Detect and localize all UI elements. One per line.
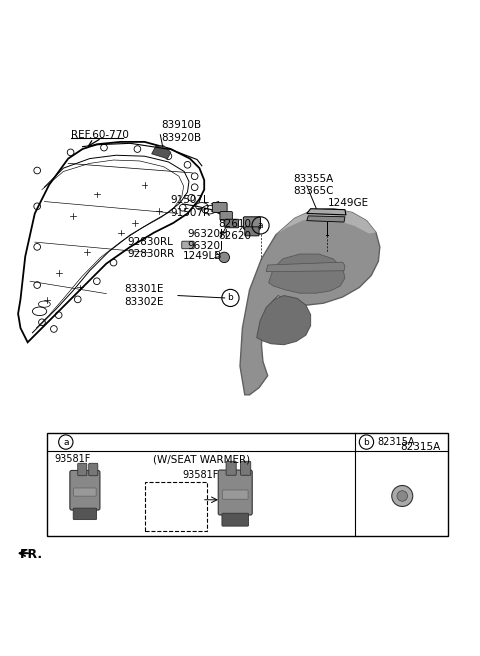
Bar <box>47 433 447 535</box>
Polygon shape <box>307 209 346 215</box>
Polygon shape <box>240 209 380 395</box>
Text: 96320H
96320J: 96320H 96320J <box>188 228 228 251</box>
FancyBboxPatch shape <box>78 463 87 476</box>
FancyBboxPatch shape <box>73 508 96 520</box>
Text: 1249GE: 1249GE <box>328 198 370 208</box>
Text: (W/SEAT WARMER): (W/SEAT WARMER) <box>153 454 250 464</box>
Text: a: a <box>258 221 263 230</box>
Bar <box>144 482 206 531</box>
Text: REF.60-770: REF.60-770 <box>71 130 129 140</box>
Text: 83355A
83365C: 83355A 83365C <box>293 174 334 196</box>
Text: b: b <box>228 293 233 302</box>
Text: 93581F: 93581F <box>55 454 91 464</box>
FancyBboxPatch shape <box>220 211 232 220</box>
FancyBboxPatch shape <box>222 490 248 499</box>
Text: 1249LB: 1249LB <box>183 251 222 262</box>
FancyBboxPatch shape <box>225 219 239 228</box>
Polygon shape <box>266 262 345 272</box>
Text: 82315A: 82315A <box>377 437 415 447</box>
FancyBboxPatch shape <box>182 241 194 249</box>
FancyBboxPatch shape <box>218 470 252 515</box>
FancyBboxPatch shape <box>89 463 98 476</box>
FancyBboxPatch shape <box>70 470 100 510</box>
Text: 91507L
91507R: 91507L 91507R <box>171 195 211 218</box>
Text: 92830RL
92830RR: 92830RL 92830RR <box>128 237 175 259</box>
Text: 82315A: 82315A <box>400 442 440 452</box>
Polygon shape <box>257 296 311 344</box>
Polygon shape <box>152 146 171 159</box>
Text: 82610
82620: 82610 82620 <box>218 219 252 241</box>
FancyBboxPatch shape <box>240 461 251 476</box>
Text: 83301E
83302E: 83301E 83302E <box>124 284 164 307</box>
FancyBboxPatch shape <box>222 513 249 526</box>
Polygon shape <box>307 216 345 222</box>
FancyBboxPatch shape <box>243 216 261 229</box>
Text: 93581F: 93581F <box>183 470 219 480</box>
Text: FR.: FR. <box>20 548 43 561</box>
Polygon shape <box>269 254 345 293</box>
Circle shape <box>397 491 408 501</box>
Text: a: a <box>63 438 69 447</box>
FancyBboxPatch shape <box>226 461 236 476</box>
Circle shape <box>219 252 229 262</box>
FancyBboxPatch shape <box>74 488 96 496</box>
Circle shape <box>392 485 413 506</box>
Polygon shape <box>276 209 376 235</box>
FancyBboxPatch shape <box>212 203 227 213</box>
Text: 83910B
83920B: 83910B 83920B <box>161 120 202 142</box>
Text: b: b <box>363 438 369 447</box>
FancyBboxPatch shape <box>245 227 259 236</box>
